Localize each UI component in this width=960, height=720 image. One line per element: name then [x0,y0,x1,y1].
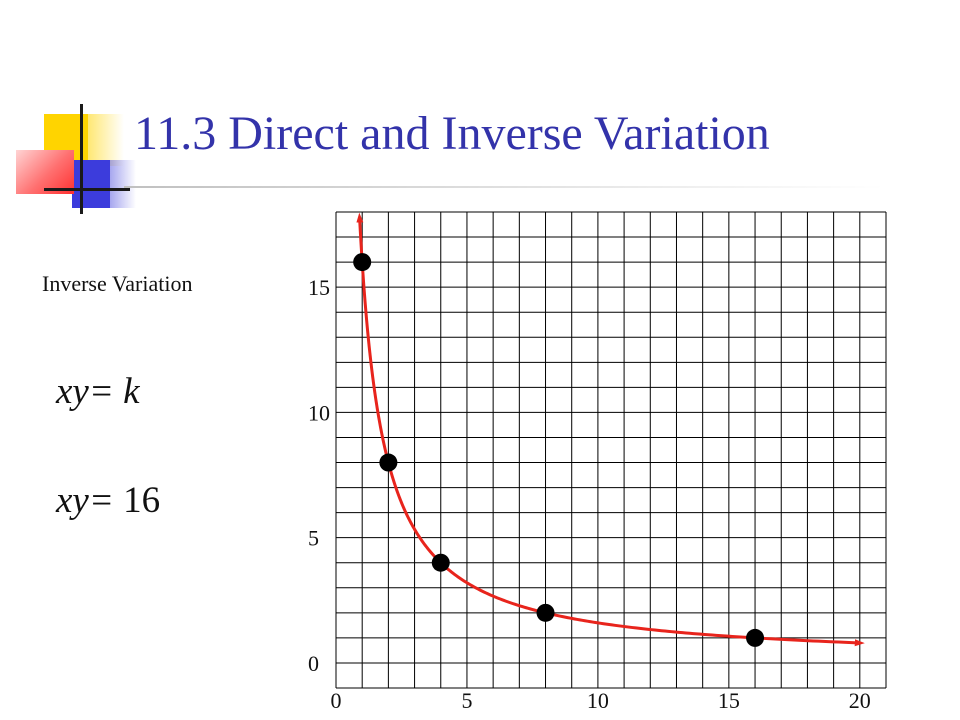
formula-specific-rest: = [88,480,124,521]
data-point [353,253,372,272]
x-tick-label: 5 [461,688,472,713]
data-point [746,628,765,647]
logo-red-square [16,150,74,194]
formula-specific-lhs: xy [56,480,89,521]
formula-specific: xy= 16 [56,479,160,522]
data-point [536,603,555,622]
title-underline [124,186,884,188]
x-tick-label: 0 [331,688,342,713]
data-point [431,553,450,572]
x-tick-label: 20 [849,688,871,713]
y-tick-label: 15 [308,275,330,300]
x-tick-label: 10 [587,688,609,713]
data-point [379,453,398,472]
title-logo-graphic [0,0,140,230]
logo-horizontal-line [44,188,130,191]
section-label: Inverse Variation [42,271,193,296]
inverse-variation-curve [356,212,865,647]
logo-vertical-line [80,104,83,214]
y-tick-label: 5 [308,526,319,551]
formula-general-rest: = k [88,371,140,412]
formula-general: xy= k [56,370,140,413]
logo-blue-fade [110,160,136,208]
logo-yellow-fade [88,114,124,166]
y-tick-label: 0 [308,651,319,676]
formula-general-lhs: xy [56,371,89,412]
y-tick-label: 10 [308,400,330,425]
x-tick-label: 15 [718,688,740,713]
slide-title: 11.3 Direct and Inverse Variation [134,107,770,160]
formula-specific-value: 16 [123,480,161,521]
logo-blue-square [72,160,110,208]
